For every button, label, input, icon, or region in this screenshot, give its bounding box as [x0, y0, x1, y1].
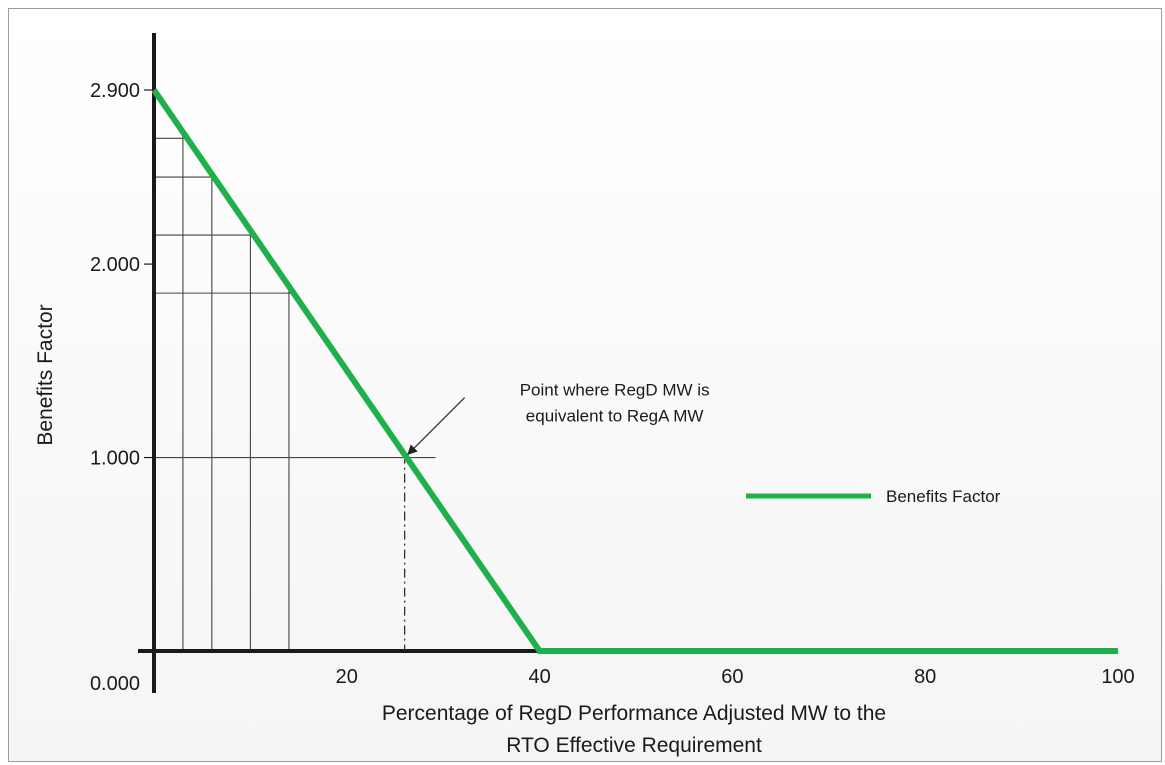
- y-tick-label-1: 1.000: [90, 448, 140, 470]
- tick-labels: 20 40 60 80 100 0.000 1.000 2.000 2.900: [90, 80, 1135, 695]
- series-benefits-factor-line: [151, 88, 1118, 654]
- x-tick-label-40: 40: [528, 666, 550, 688]
- x-tick-label-100: 100: [1101, 666, 1134, 688]
- annotation-text-line-1: Point where RegD MW is: [520, 381, 710, 400]
- y-axis-title: Benefits Factor: [34, 304, 57, 445]
- chart-frame: [8, 8, 1162, 762]
- y-tick-label-0: 0.000: [90, 673, 140, 695]
- y-tick-label-2: 2.000: [90, 254, 140, 276]
- axes: [138, 33, 1118, 693]
- reference-grid: [154, 132, 436, 651]
- x-tick-label-80: 80: [914, 666, 936, 688]
- x-axis-title-line-2: RTO Effective Requirement: [506, 734, 762, 757]
- annotation-arrow: [407, 397, 466, 455]
- annotation: Point where RegD MW is equivalent to RegA…: [407, 381, 710, 455]
- y-tick-label-3: 2.900: [90, 80, 140, 102]
- x-tick-label-60: 60: [721, 666, 743, 688]
- x-tick-label-20: 20: [336, 666, 358, 688]
- x-axis-title-line-1: Percentage of RegD Performance Adjusted …: [382, 702, 886, 725]
- annotation-text-line-2: equivalent to RegA MW: [526, 407, 704, 426]
- series-layer: [151, 88, 1118, 654]
- legend-label-benefits-factor: Benefits Factor: [886, 487, 1001, 506]
- legend: Benefits Factor: [746, 487, 1001, 506]
